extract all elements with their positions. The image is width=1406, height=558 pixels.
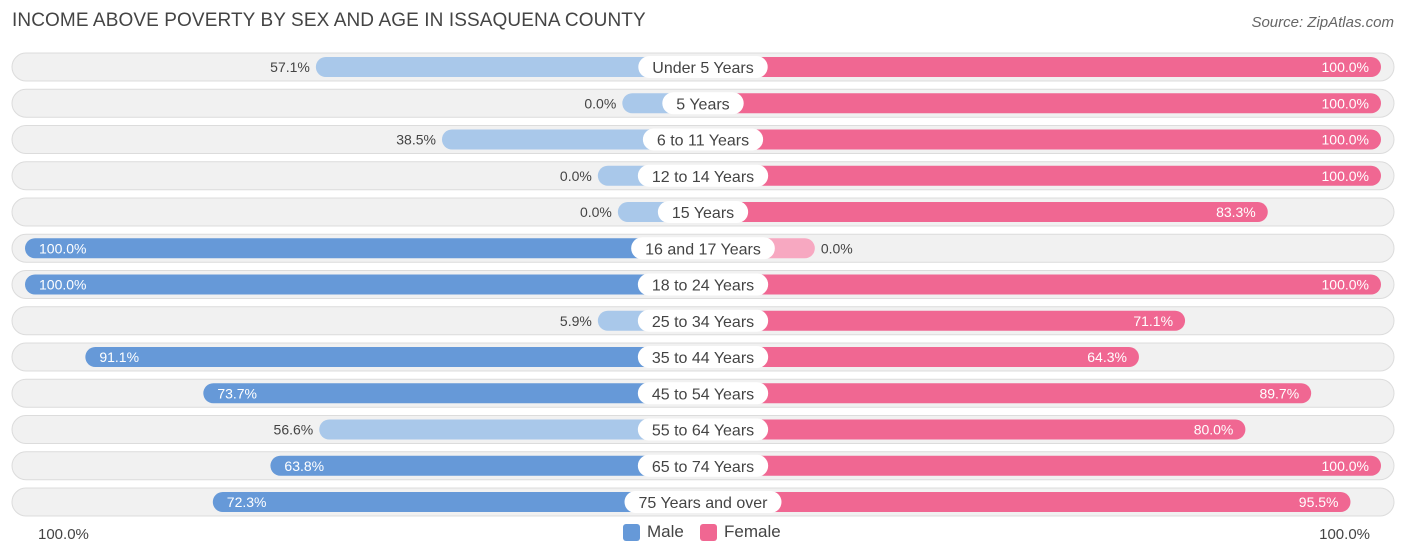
male-value-label: 57.1% — [270, 59, 310, 75]
female-value-label: 71.1% — [1133, 313, 1173, 329]
female-value-label: 80.0% — [1194, 422, 1234, 438]
female-bar — [703, 129, 1381, 150]
female-bar — [703, 165, 1381, 186]
axis-right-label: 100.0% — [1319, 526, 1370, 543]
male-bar — [441, 129, 703, 150]
legend-swatch-female — [700, 523, 717, 541]
female-value-label: 100.0% — [1322, 132, 1369, 148]
category-pill — [637, 382, 769, 405]
male-bar — [25, 274, 703, 295]
category-label: 65 to 74 Years — [652, 459, 754, 476]
male-value-label: 0.0% — [584, 95, 616, 111]
legend-swatch-male — [623, 523, 640, 541]
female-value-label: 100.0% — [1322, 458, 1369, 474]
category-pill — [637, 309, 769, 332]
male-value-label: 100.0% — [39, 277, 86, 293]
category-label: 25 to 34 Years — [652, 314, 754, 331]
male-bar — [270, 455, 703, 476]
female-bar — [703, 202, 1268, 222]
female-bar — [703, 347, 1139, 367]
male-value-label: 63.8% — [284, 458, 324, 474]
male-value-label: 100.0% — [39, 240, 86, 256]
chart-title: INCOME ABOVE POVERTY BY SEX AND AGE IN I… — [12, 10, 646, 31]
male-value-label: 38.5% — [396, 132, 436, 148]
chart-area: 57.1% 100.0% Under 5 Years 0.0% 100.0% 5 Year… — [11, 52, 1395, 517]
category-pill — [637, 346, 769, 368]
male-bar — [315, 57, 703, 77]
category-pill — [637, 273, 769, 296]
female-bar — [703, 383, 1312, 404]
male-bar — [319, 419, 703, 440]
category-label: 75 Years and over — [639, 495, 769, 512]
category-pill — [631, 237, 775, 260]
category-pill — [624, 491, 782, 513]
axis-left-label: 100.0% — [38, 526, 89, 543]
male-value-label: 0.0% — [560, 168, 592, 184]
female-bar — [703, 310, 1186, 331]
category-label: 5 Years — [676, 96, 729, 113]
category-label: 35 to 44 Years — [652, 350, 754, 367]
category-pill — [637, 164, 769, 187]
female-bar — [703, 455, 1381, 476]
female-bar — [703, 492, 1351, 512]
female-value-label: 100.0% — [1322, 277, 1369, 293]
category-label: Under 5 Years — [652, 60, 753, 77]
legend-item-female: Female — [700, 522, 781, 542]
female-value-label: 95.5% — [1299, 494, 1339, 510]
male-bar — [85, 347, 704, 367]
category-label: 12 to 14 Years — [652, 169, 754, 186]
category-label: 16 and 17 Years — [645, 241, 761, 258]
male-value-label: 56.6% — [274, 422, 314, 438]
female-bar — [703, 57, 1381, 77]
legend-label-male: Male — [647, 522, 684, 541]
legend-label-female: Female — [724, 522, 781, 541]
male-value-label: 72.3% — [227, 494, 267, 510]
source-label: Source: ZipAtlas.com — [1251, 14, 1394, 31]
legend: Male Female — [0, 522, 1406, 544]
male-bar — [212, 492, 703, 512]
female-value-label: 100.0% — [1322, 59, 1369, 75]
male-bar — [25, 238, 703, 259]
category-pill — [637, 418, 769, 441]
female-value-label: 89.7% — [1259, 385, 1299, 401]
female-bar — [703, 274, 1381, 295]
category-pill — [637, 454, 769, 477]
female-value-label: 100.0% — [1322, 95, 1369, 111]
male-value-label: 0.0% — [580, 204, 612, 220]
category-pill — [657, 201, 749, 223]
category-pill — [642, 128, 764, 151]
male-value-label: 5.9% — [560, 313, 592, 329]
category-pill — [638, 56, 768, 78]
category-label: 6 to 11 Years — [657, 133, 749, 150]
male-value-label: 73.7% — [217, 385, 257, 401]
female-value-label: 100.0% — [1322, 168, 1369, 184]
female-bar — [703, 419, 1246, 440]
male-bar — [203, 383, 703, 404]
category-label: 55 to 64 Years — [652, 423, 754, 440]
female-bar — [703, 93, 1381, 114]
female-value-label: 83.3% — [1216, 204, 1256, 220]
female-value-label: 0.0% — [821, 240, 853, 256]
male-value-label: 91.1% — [99, 349, 139, 365]
legend-item-male: Male — [623, 522, 684, 542]
female-value-label: 64.3% — [1087, 349, 1127, 365]
category-label: 15 Years — [672, 205, 734, 222]
category-label: 18 to 24 Years — [652, 278, 754, 295]
category-pill — [662, 92, 744, 115]
category-label: 45 to 54 Years — [652, 386, 754, 403]
